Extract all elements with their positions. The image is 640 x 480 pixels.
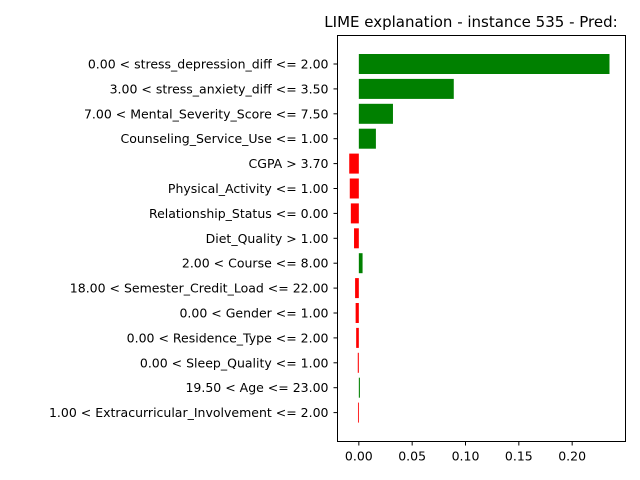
y-tick-label-10: 0.00 < Gender <= 1.00 xyxy=(179,306,328,321)
y-tick-label-2: 7.00 < Mental_Severity_Score <= 7.50 xyxy=(84,106,329,121)
bar-0 xyxy=(358,54,610,74)
x-tick-label-4: 0.20 xyxy=(558,449,586,464)
bar-7 xyxy=(354,228,359,249)
bar-12 xyxy=(357,352,359,373)
bar-4 xyxy=(349,153,359,174)
bar-2 xyxy=(358,103,393,124)
y-tick-label-1: 3.00 < stress_anxiety_diff <= 3.50 xyxy=(110,81,329,96)
x-tick-label-1: 0.05 xyxy=(398,449,426,464)
bar-13 xyxy=(358,377,360,398)
bar-10 xyxy=(355,303,359,323)
y-tick-label-8: 2.00 < Course <= 8.00 xyxy=(182,256,329,271)
bar-3 xyxy=(358,128,376,149)
x-tick-label-0: 0.00 xyxy=(345,449,373,464)
y-tick-label-7: Diet_Quality > 1.00 xyxy=(206,231,329,246)
y-tick-label-3: Counseling_Service_Use <= 1.00 xyxy=(120,131,328,146)
bar-5 xyxy=(349,178,359,199)
bar-6 xyxy=(350,203,359,224)
chart-title: LIME explanation - instance 535 - Pred: xyxy=(324,13,617,31)
bar-8 xyxy=(358,253,363,274)
y-tick-label-5: Physical_Activity <= 1.00 xyxy=(168,181,329,196)
y-tick-label-0: 0.00 < stress_depression_diff <= 2.00 xyxy=(88,57,329,72)
y-tick-label-6: Relationship_Status <= 0.00 xyxy=(149,206,329,221)
y-tick-label-11: 0.00 < Residence_Type <= 2.00 xyxy=(127,330,329,345)
y-tick-label-14: 1.00 < Extracurricular_Involvement <= 2.… xyxy=(49,405,329,420)
x-tick-label-2: 0.10 xyxy=(452,449,480,464)
y-tick-label-13: 19.50 < Age <= 23.00 xyxy=(185,380,328,395)
y-tick-label-9: 18.00 < Semester_Credit_Load <= 22.00 xyxy=(70,281,329,296)
y-tick-label-4: CGPA > 3.70 xyxy=(249,156,329,171)
bar-14 xyxy=(357,402,359,423)
plot-frame xyxy=(337,35,626,442)
bar-9 xyxy=(355,278,359,299)
y-tick-label-12: 0.00 < Sleep_Quality <= 1.00 xyxy=(140,355,329,370)
bar-1 xyxy=(358,78,454,99)
bar-11 xyxy=(356,327,359,348)
x-tick-label-3: 0.15 xyxy=(505,449,533,464)
